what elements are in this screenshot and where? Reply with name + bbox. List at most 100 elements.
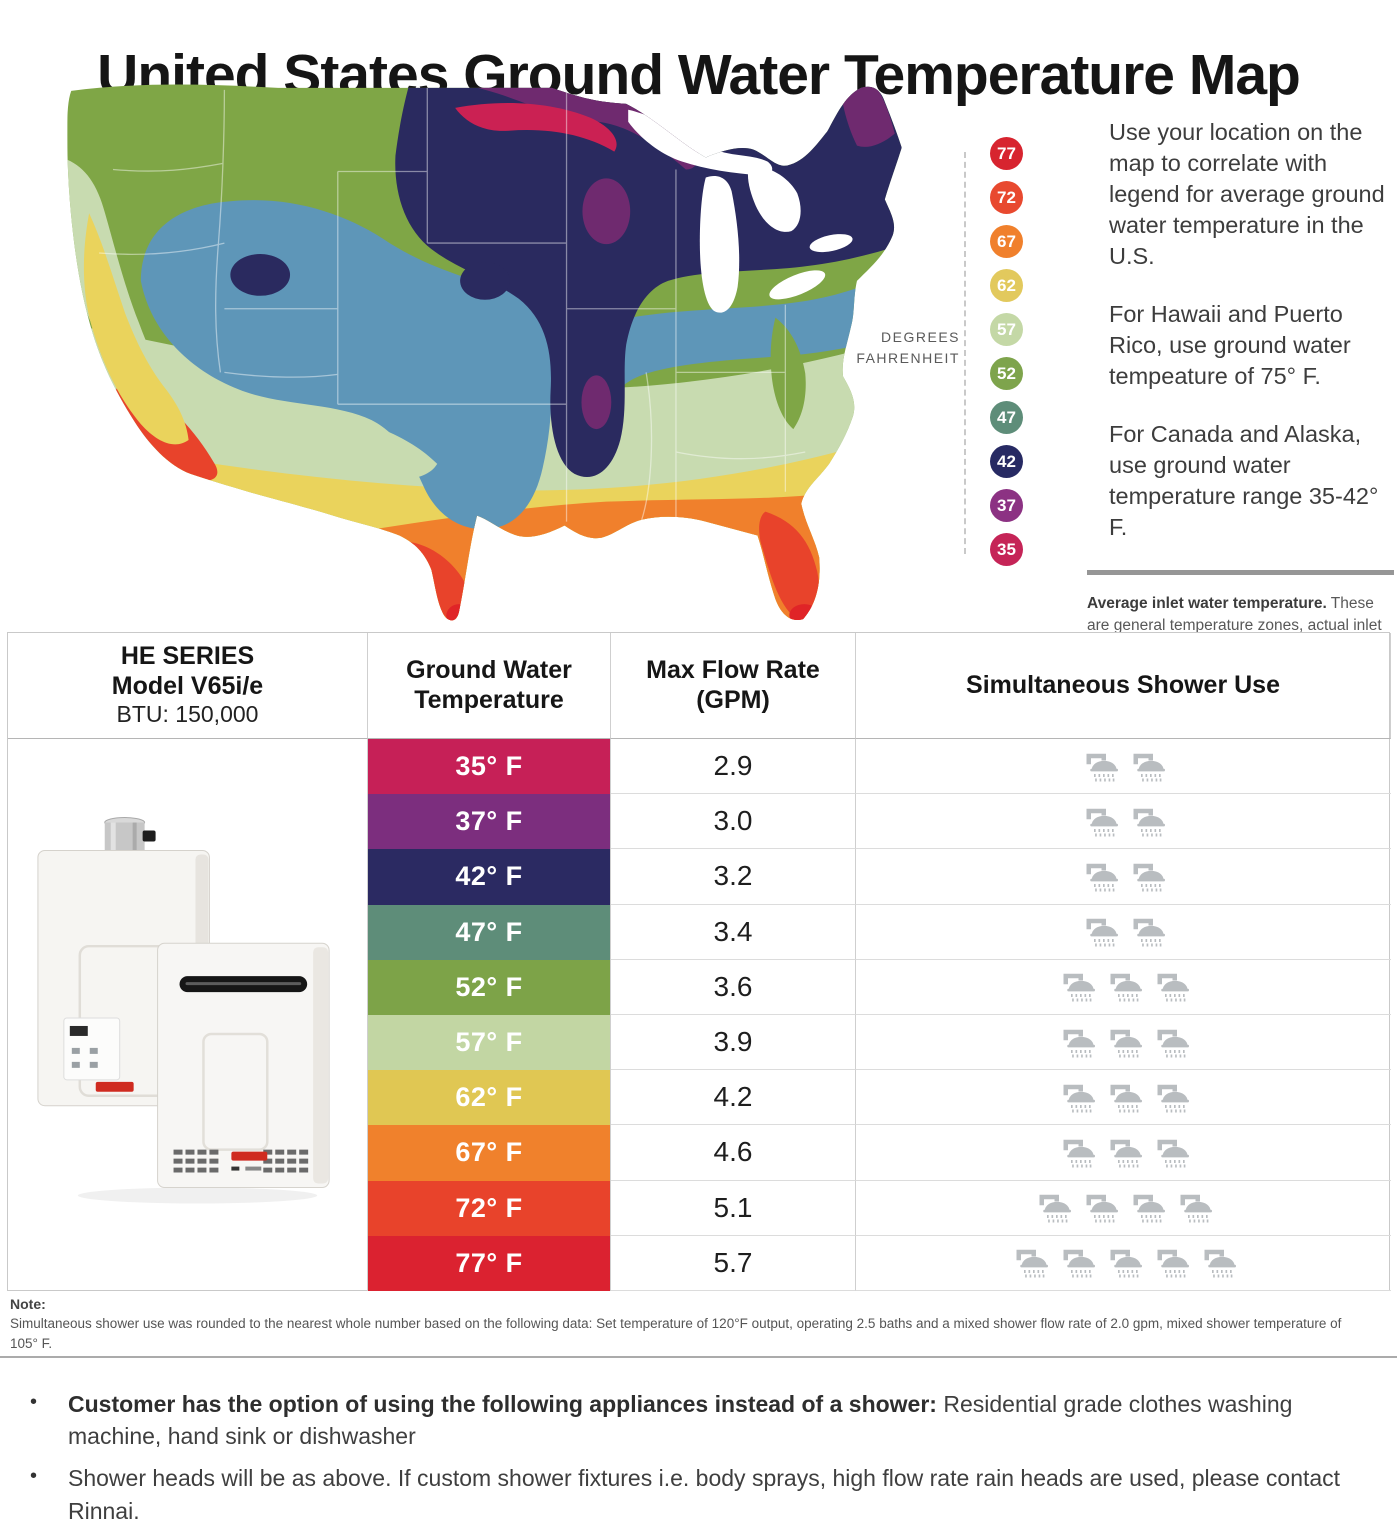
shower-use-cell	[856, 1070, 1391, 1126]
shower-use-cell	[856, 1236, 1391, 1291]
shower-icon	[1153, 1135, 1189, 1170]
shower-icon	[1106, 1135, 1142, 1170]
rinnai-logo	[95, 1082, 134, 1093]
legend-circle-47: 47	[990, 401, 1023, 434]
temp-cell: 52° F	[368, 959, 611, 1015]
shower-icon	[1129, 1190, 1165, 1225]
map-usage-notes: Use your location on the map to correlat…	[1087, 117, 1394, 681]
state-borders	[99, 87, 806, 522]
legend-units-label: DEGREES FAHRENHEIT	[770, 327, 960, 369]
temp-cell: 37° F	[368, 794, 611, 850]
spec-table: HE SERIES Model V65i/e BTU: 150,000 Grou…	[7, 632, 1391, 1291]
shower-icon	[1059, 1245, 1095, 1280]
temp-cell: 62° F	[368, 1070, 611, 1126]
inlet-note-divider	[1087, 570, 1394, 576]
temp-cell: 35° F	[368, 739, 611, 795]
shower-use-cell	[856, 1015, 1391, 1071]
temp-cell: 57° F	[368, 1014, 611, 1071]
bullet-item-shower-heads: • Shower heads will be as above. If cust…	[28, 1462, 1373, 1526]
zone-42	[395, 84, 902, 478]
shower-icon	[1200, 1245, 1236, 1280]
product-btu: BTU: 150,000	[116, 701, 259, 728]
usage-note-2: For Hawaii and Puerto Rico, use ground w…	[1109, 301, 1351, 390]
shower-icon	[1082, 1190, 1118, 1225]
shower-icon	[1176, 1190, 1212, 1225]
product-image-cell	[8, 739, 368, 1291]
temp-cell: 47° F	[368, 904, 611, 960]
shower-icon	[1129, 914, 1165, 949]
zone-47	[546, 249, 902, 445]
legend-units-line2: FAHRENHEIT	[856, 350, 960, 366]
bottom-divider	[0, 1356, 1397, 1358]
legend-circle-52: 52	[990, 357, 1023, 390]
zone-57-tongue	[188, 406, 438, 479]
flow-rate-cell: 3.6	[611, 959, 856, 1015]
temp-cell: 42° F	[368, 849, 611, 905]
flow-rate-cell: 5.1	[611, 1180, 856, 1236]
shower-icon	[1106, 1245, 1142, 1280]
shower-icon	[1082, 804, 1118, 839]
water-heaters-illustration	[37, 817, 330, 1204]
legend-circle-72: 72	[990, 181, 1023, 214]
bullet-dot: •	[30, 1391, 38, 1413]
footnote-text: Simultaneous shower use was rounded to t…	[10, 1316, 1342, 1352]
flow-rate-cell: 3.9	[611, 1014, 856, 1071]
map-section: DEGREES FAHRENHEIT 77 72 67 62 57 52 47 42 37 35 …	[0, 72, 1397, 678]
legend-circle-37: 37	[990, 489, 1023, 522]
shower-icon	[1035, 1190, 1071, 1225]
flow-rate-cell: 3.0	[611, 794, 856, 850]
product-model: Model V65i/e	[111, 671, 264, 700]
shower-icon	[1059, 1135, 1095, 1170]
bullet-rest: Shower heads will be as above. If custom…	[68, 1465, 1341, 1524]
legend-circle-57: 57	[990, 313, 1023, 346]
flow-rate-cell: 4.2	[611, 1070, 856, 1126]
shower-icon	[1082, 914, 1118, 949]
product-series: HE SERIES	[120, 642, 255, 671]
flow-rate-cell: 4.6	[611, 1125, 856, 1181]
flow-rate-cell: 3.2	[611, 849, 856, 905]
zone-35	[455, 103, 617, 152]
zone-42-spot	[460, 261, 510, 300]
shower-use-cell	[856, 905, 1391, 960]
shower-icon	[1153, 969, 1189, 1004]
shower-icon	[1012, 1245, 1048, 1280]
zone-42-spot	[230, 254, 291, 296]
legend-circle-35: 35	[990, 533, 1023, 566]
shower-use-cell	[856, 849, 1391, 905]
shower-icon	[1129, 804, 1165, 839]
zone-37-spot	[582, 178, 631, 245]
shower-icon	[1082, 749, 1118, 784]
us-ground-water-temperature-map	[67, 84, 902, 621]
flow-rate-cell: 5.7	[611, 1235, 856, 1291]
shower-icon	[1059, 1080, 1095, 1115]
bullet-dot: •	[30, 1465, 38, 1488]
legend-units-line1: DEGREES	[881, 329, 960, 345]
zone-77	[789, 604, 820, 621]
shower-icon	[1153, 1025, 1189, 1060]
shower-use-cell	[856, 1181, 1391, 1236]
legend-circle-67: 67	[990, 225, 1023, 258]
zone-52-tongue	[770, 317, 806, 430]
temperature-zones	[67, 84, 902, 621]
bullet-item-appliances: • Customer has the option of using the f…	[28, 1388, 1373, 1452]
usage-note-3: For Canada and Alaska, use ground water …	[1109, 421, 1379, 541]
temp-cell: 77° F	[368, 1235, 611, 1291]
shower-icon	[1106, 1080, 1142, 1115]
header-shower-use: Simultaneous Shower Use	[856, 633, 1391, 739]
zone-77	[446, 604, 473, 621]
shower-icon	[1106, 1025, 1142, 1060]
shower-icon	[1153, 1080, 1189, 1115]
shower-icon	[1129, 749, 1165, 784]
flow-rate-cell: 2.9	[611, 739, 856, 795]
zone-37-spot	[581, 375, 612, 430]
footnote-label: Note:	[10, 1296, 46, 1312]
shower-icon	[1129, 859, 1165, 894]
bullet-rest: Residential grade clothes washing machin…	[68, 1391, 1293, 1450]
footnote: Note: Simultaneous shower use was rounde…	[10, 1296, 1355, 1355]
inlet-note-title: Average inlet water temperature.	[1087, 595, 1327, 613]
temp-cell: 72° F	[368, 1180, 611, 1236]
bullet-lead: Customer has the option of using the fol…	[68, 1391, 937, 1417]
shower-use-cell	[856, 739, 1391, 795]
legend-circle-62: 62	[990, 269, 1023, 302]
rinnai-logo	[231, 1152, 268, 1162]
